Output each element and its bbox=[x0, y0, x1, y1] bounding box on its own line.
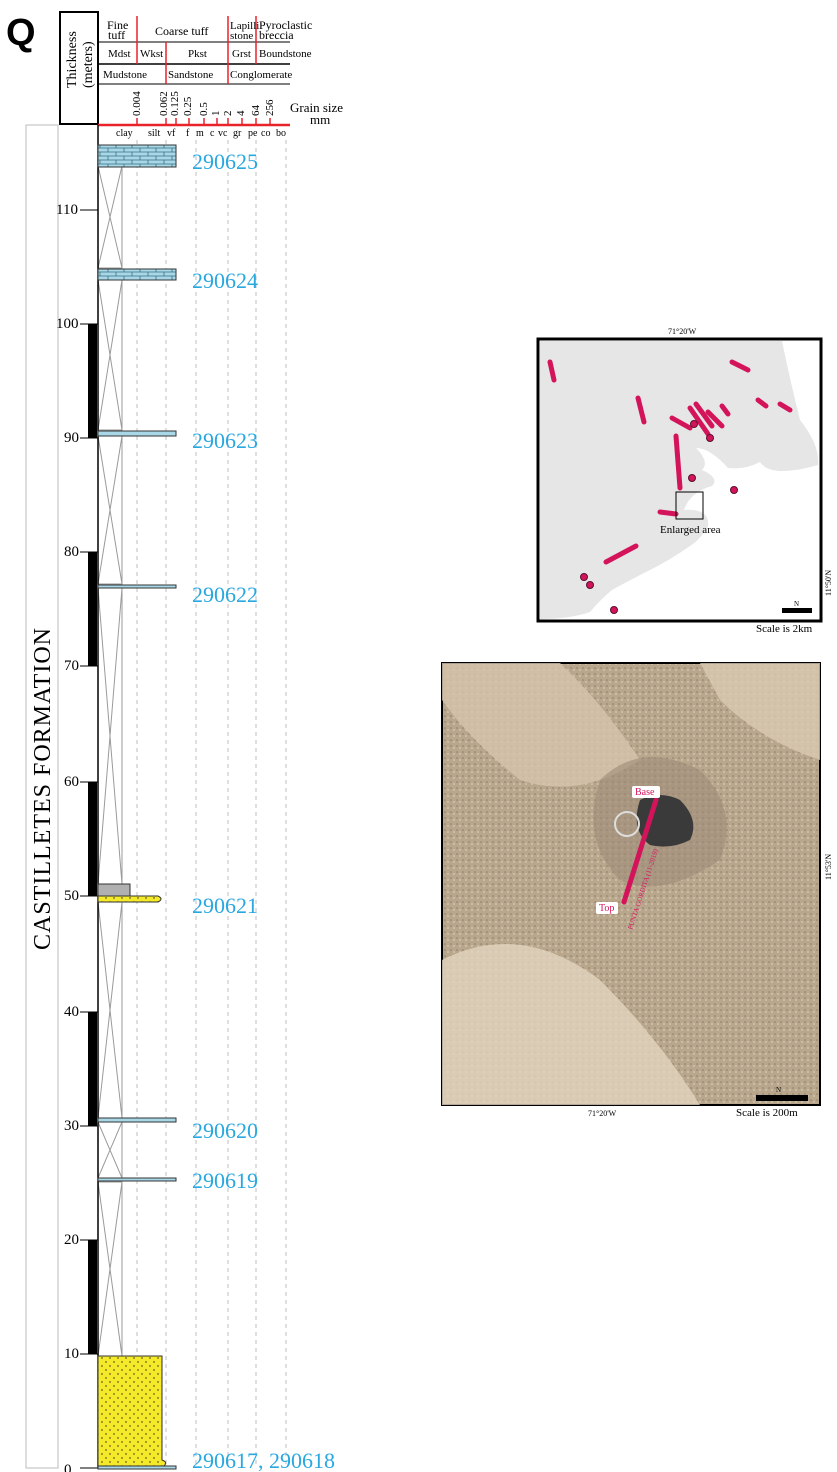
tick-40: 40 bbox=[64, 1004, 79, 1020]
class-gr: gr bbox=[233, 128, 242, 139]
tick-10: 10 bbox=[64, 1346, 79, 1362]
sample-labels: 290625 290624 290623 290622 290621 29062… bbox=[192, 149, 335, 1472]
row1-pyroclastic: Pyroclastic bbox=[259, 18, 312, 32]
panel-letter: Q bbox=[6, 12, 36, 54]
formation-label: CASTILLETES FORMATION bbox=[30, 627, 56, 950]
tick-30: 30 bbox=[64, 1118, 79, 1134]
tick-20: 20 bbox=[64, 1232, 79, 1248]
row2-mdst: Mdst bbox=[108, 48, 131, 60]
row1-lapilli: Lapilli bbox=[230, 20, 259, 32]
formation-column bbox=[25, 124, 59, 1469]
row2-pkst: Pkst bbox=[188, 48, 207, 60]
sample-290624: 290624 bbox=[192, 268, 258, 293]
grain-2: 2 bbox=[222, 111, 234, 117]
tick-0: 0 bbox=[64, 1462, 72, 1472]
class-silt: silt bbox=[148, 128, 160, 139]
top-map-lat: 11°50'N bbox=[824, 570, 833, 596]
row1-tuff: tuff bbox=[108, 28, 125, 42]
row1-fine: Fine bbox=[107, 18, 128, 32]
grain-05: 0.5 bbox=[198, 102, 210, 116]
tick-80: 80 bbox=[64, 544, 79, 560]
thickness-axis: 0 10 20 30 40 50 60 70 80 90 100 110 bbox=[56, 202, 98, 1472]
class-f: f bbox=[186, 128, 190, 139]
column-header: Thickness (meters) Fine tuff Coarse tuff… bbox=[59, 11, 343, 139]
grain-1: 1 bbox=[210, 111, 222, 117]
bottom-map-scale-bar bbox=[756, 1095, 808, 1101]
class-vc: vc bbox=[218, 128, 228, 139]
row2-grst: Grst bbox=[232, 48, 251, 60]
grain-size-unit: mm bbox=[310, 112, 330, 127]
row3-sandstone: Sandstone bbox=[168, 69, 213, 81]
enlarged-area-label: Enlarged area bbox=[660, 524, 721, 536]
row2-boundstone: Boundstone bbox=[259, 48, 312, 60]
row3-conglomerate: Conglomerate bbox=[230, 69, 292, 81]
bottom-map-lat: 11°53'N bbox=[824, 854, 833, 880]
top-map-lon: 71°20'W bbox=[668, 327, 697, 336]
thickness-label-1: Thickness bbox=[65, 31, 80, 88]
bottom-map-lon: 71°20'W bbox=[588, 1109, 617, 1118]
satellite-map: Base Top PUNTA GORDITA (11-2019) N Scale… bbox=[441, 662, 833, 1119]
lithology-beds bbox=[97, 144, 177, 1470]
sample-290620: 290620 bbox=[192, 1118, 258, 1143]
sample-290621: 290621 bbox=[192, 893, 258, 918]
sample-290617-290618: 290617, 290618 bbox=[192, 1448, 335, 1472]
grain-64: 64 bbox=[250, 105, 262, 117]
row1-breccia: breccia bbox=[259, 28, 294, 42]
class-m: m bbox=[196, 128, 204, 139]
limestone-bed-290623 bbox=[97, 430, 177, 437]
grain-0062: 0.062 bbox=[158, 91, 170, 116]
tick-100: 100 bbox=[56, 316, 79, 332]
bottom-map-scale-label: Scale is 200m bbox=[736, 1107, 798, 1119]
base-label: Base bbox=[635, 787, 655, 798]
class-clay: clay bbox=[116, 128, 133, 139]
sample-290625: 290625 bbox=[192, 149, 258, 174]
limestone-bed-290625 bbox=[97, 144, 177, 168]
limestone-bed-290622 bbox=[97, 584, 177, 589]
limestone-bed-base bbox=[97, 1465, 177, 1470]
top-map-scale-label: Scale is 2km bbox=[756, 623, 813, 635]
sandstone-bed-290621 bbox=[97, 895, 162, 903]
class-co: co bbox=[261, 128, 270, 139]
class-pe: pe bbox=[248, 128, 258, 139]
top-map-north: N bbox=[794, 600, 799, 608]
class-vf: vf bbox=[167, 128, 176, 139]
thickness-label-2: (meters) bbox=[81, 41, 96, 88]
grain-0004: 0.004 bbox=[131, 91, 143, 116]
limestone-bed-290624 bbox=[97, 268, 177, 281]
scale-bars bbox=[88, 324, 97, 1354]
tick-70: 70 bbox=[64, 658, 79, 674]
row1-coarse-tuff: Coarse tuff bbox=[155, 24, 208, 38]
grain-256: 256 bbox=[264, 99, 276, 116]
grain-4: 4 bbox=[235, 110, 247, 116]
bottom-map-north: N bbox=[776, 1086, 781, 1094]
sample-290619: 290619 bbox=[192, 1168, 258, 1193]
tick-50: 50 bbox=[64, 888, 79, 904]
top-label: Top bbox=[599, 903, 614, 914]
row2-wkst: Wkst bbox=[140, 48, 163, 60]
tick-90: 90 bbox=[64, 430, 79, 446]
class-bo: bo bbox=[276, 128, 286, 139]
limestone-bed-290619 bbox=[97, 1177, 177, 1182]
row1-stone: stone bbox=[230, 30, 253, 42]
mudstone-bed bbox=[97, 883, 131, 897]
locator-map: Enlarged area 71°20'W 11°50'N N Scale is… bbox=[536, 327, 833, 635]
enlarged-area-box bbox=[675, 491, 704, 520]
grain-0125: 0.125 bbox=[169, 91, 181, 116]
class-c: c bbox=[210, 128, 215, 139]
row3-mudstone: Mudstone bbox=[103, 69, 147, 81]
tick-110: 110 bbox=[56, 202, 78, 218]
section-line bbox=[621, 797, 659, 905]
grain-025: 0.25 bbox=[182, 96, 194, 116]
grain-guide-lines bbox=[136, 140, 287, 1468]
sandstone-bed-290617 bbox=[97, 1355, 167, 1467]
thickness-header-box bbox=[59, 11, 99, 125]
grain-size-label: Grain size bbox=[290, 100, 343, 115]
sample-290623: 290623 bbox=[192, 428, 258, 453]
sample-290622: 290622 bbox=[192, 582, 258, 607]
tick-60: 60 bbox=[64, 774, 79, 790]
limestone-bed-290620 bbox=[97, 1117, 177, 1123]
top-map-scale-bar bbox=[782, 608, 812, 613]
